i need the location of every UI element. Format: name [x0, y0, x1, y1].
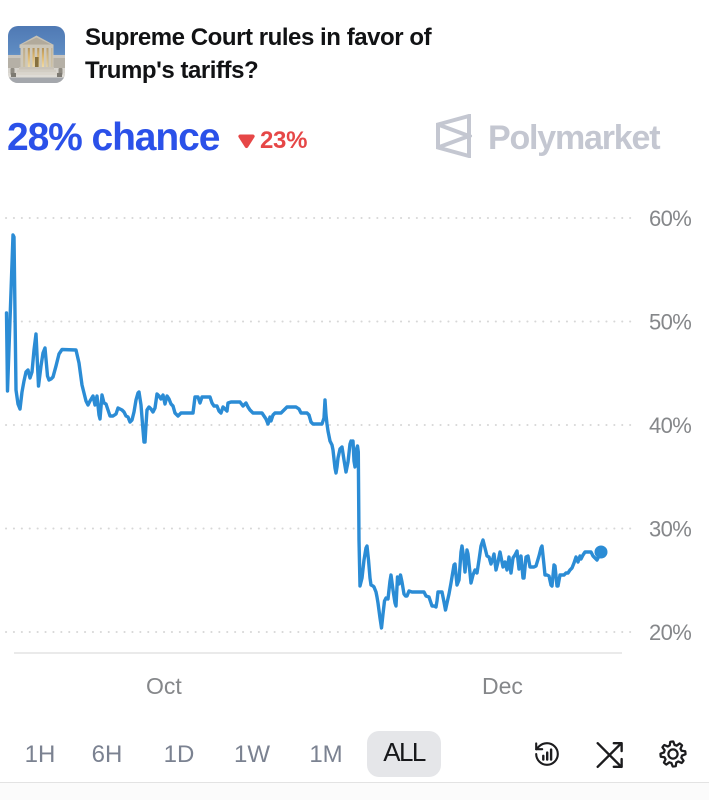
svg-text:20%: 20%: [649, 620, 691, 645]
svg-text:Oct: Oct: [146, 673, 182, 699]
svg-text:50%: 50%: [649, 310, 691, 335]
svg-text:Dec: Dec: [482, 673, 523, 699]
svg-text:30%: 30%: [649, 517, 691, 542]
svg-text:40%: 40%: [649, 413, 691, 438]
svg-text:60%: 60%: [649, 206, 691, 231]
